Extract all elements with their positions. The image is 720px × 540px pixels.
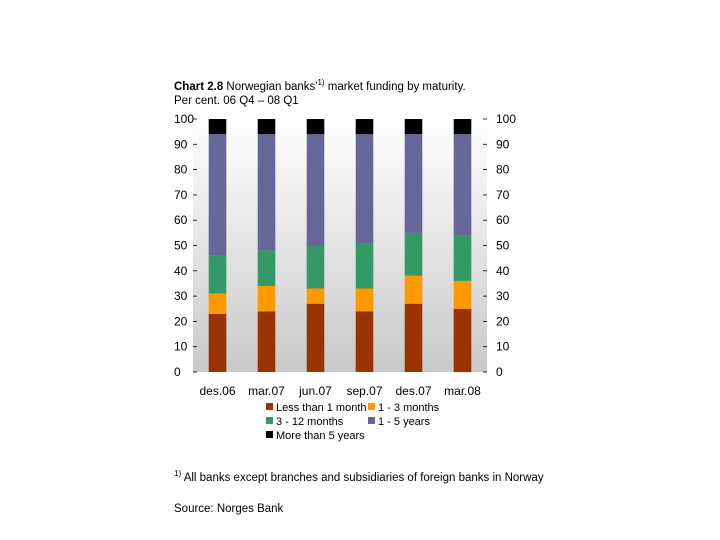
y-tick-label-right: 80 [496,163,510,177]
y-tick-label-right: 10 [496,340,510,354]
legend-swatch [266,431,273,438]
footnote: 1) All banks except branches and subsidi… [174,466,554,486]
y-tick-label-left: 70 [174,188,188,202]
bar-segment-des.06-s4 [208,119,227,135]
bar-segment-jun.07-s4 [306,119,325,135]
bar-segment-mar.07-s2 [257,250,276,286]
bar-segment-des.07-s3 [404,134,423,233]
legend-swatch [368,403,375,410]
y-tick-label-right: 70 [496,188,510,202]
bar-segment-des.07-s4 [404,119,423,135]
bar-segment-mar.07-s3 [257,134,276,251]
stacked-bar-chart: 0 10 20 30 40 50 60 70 80 90 100 0 10 20 30 40 50 60 70 80… [174,112,516,442]
x-tick-label: des.06 [199,384,235,398]
bar-segment-jun.07-s1 [306,288,325,304]
y-tick-label-left: 90 [174,137,188,151]
legend-label: 1 - 3 months [378,402,440,414]
bar-segment-des.07-s1 [404,275,423,304]
bar-segment-des.07-s0 [404,303,423,372]
bar-segment-des.06-s3 [208,134,227,256]
bar-segment-jun.07-s0 [306,303,325,372]
legend-label: Less than 1 month [276,402,367,414]
legend-swatch [266,417,273,424]
footnote-text: All banks except branches and subsidiari… [183,471,544,484]
legend: Less than 1 month 1 - 3 months 3 - 12 mont… [266,402,440,442]
chart-subtitle: Per cent. 06 Q4 – 08 Q1 [174,94,299,107]
title-footnote-marker: 1) [317,78,325,87]
y-tick-label-right: 50 [496,239,510,253]
bar-segment-mar.08-s4 [453,119,472,135]
y-tick-label-left: 30 [174,289,188,303]
y-tick-label-right: 30 [496,289,510,303]
x-tick-label: sep.07 [346,384,382,398]
bar-segment-mar.08-s3 [453,134,472,236]
bar-segment-des.06-s2 [208,255,227,294]
bar-segment-mar.08-s0 [453,308,472,373]
legend-label: 3 - 12 months [276,416,344,428]
y-tick-label-left: 80 [174,163,188,177]
y-tick-label-left: 0 [174,365,181,379]
bar-segment-sep.07-s0 [355,311,374,372]
chart-title-text: Norwegian banks' [226,80,318,93]
bar-segment-sep.07-s3 [355,134,374,243]
footnote-marker: 1) [174,469,182,478]
bar-segment-des.06-s1 [208,293,227,314]
right-axis: 0 10 20 30 40 50 60 70 80 90 100 [483,112,516,379]
bar-segment-mar.08-s1 [453,280,472,309]
bar-segment-mar.07-s1 [257,286,276,312]
chart-title-tail: market funding by maturity. [324,80,466,93]
x-axis: des.06 mar.07 jun.07 sep.07 des.07 mar.08 [199,384,481,398]
bar-segment-des.06-s0 [208,313,227,372]
source-note: Source: Norges Bank [174,503,284,515]
bar-segment-sep.07-s4 [355,119,374,135]
bar-segment-des.07-s2 [404,232,423,276]
y-tick-label-right: 20 [496,314,510,328]
y-tick-label-left: 40 [174,264,188,278]
chart-title: Chart 2.8 Norwegian banks'1) market fund… [174,76,534,108]
left-axis: 0 10 20 30 40 50 60 70 80 90 100 [174,112,197,379]
legend-swatch [368,417,375,424]
bars-group [208,119,472,373]
y-tick-label-left: 20 [174,314,188,328]
y-tick-label-right: 90 [496,137,510,151]
bar-segment-sep.07-s2 [355,243,374,289]
bar-segment-jun.07-s3 [306,134,325,246]
chart-number: Chart 2.8 [174,80,224,93]
y-tick-label-left: 60 [174,213,188,227]
bar-segment-mar.07-s4 [257,119,276,135]
y-tick-label-left: 100 [174,112,194,126]
bar-segment-sep.07-s1 [355,288,374,312]
bar-segment-jun.07-s2 [306,245,325,289]
x-tick-label: jun.07 [298,384,332,398]
x-tick-label: mar.07 [248,384,285,398]
bar-segment-mar.07-s0 [257,311,276,372]
x-tick-label: des.07 [395,384,431,398]
legend-swatch [266,403,273,410]
x-tick-label: mar.08 [444,384,481,398]
plot-background [193,119,487,372]
y-tick-label-right: 100 [496,112,516,126]
y-tick-label-left: 50 [174,239,188,253]
y-tick-label-left: 10 [174,340,188,354]
bar-segment-mar.08-s2 [453,235,472,281]
legend-label: 1 - 5 years [378,416,430,428]
y-tick-label-right: 60 [496,213,510,227]
legend-label: More than 5 years [276,430,365,442]
y-tick-label-right: 0 [496,365,503,379]
y-tick-label-right: 40 [496,264,510,278]
